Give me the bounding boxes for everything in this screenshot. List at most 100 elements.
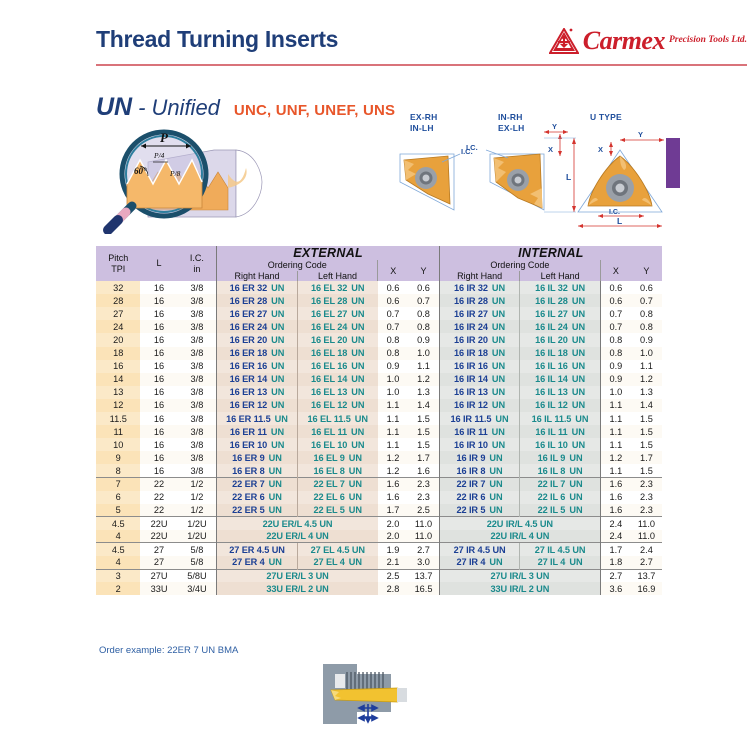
header-int-right-hand: Right Hand (438, 270, 520, 282)
cell-pitch-tpi: 32 (96, 281, 141, 295)
svg-text:L: L (617, 216, 622, 226)
cell-length: 16 (140, 451, 178, 465)
cell-inscribed-circle: 1/2 (177, 503, 218, 517)
cell-internal-right-hand-code: 16 IR 18 UN (438, 346, 520, 360)
cell-pitch-tpi: 10 (96, 438, 141, 452)
table-header-row-1: Pitch TPI L I.C. in EXTERNAL INTERNAL (96, 246, 662, 282)
cell-external-left-hand-code: 22 EL 6 UN (296, 490, 378, 504)
cell-internal-left-hand-code: 27 IL 4.5 UN (519, 542, 601, 557)
svg-text:P/4: P/4 (153, 151, 165, 160)
cell-internal-y: 1.3 (630, 385, 662, 399)
cell-length: 22U (140, 516, 178, 530)
cell-external-y: 0.8 (408, 307, 440, 321)
cell-external-x: 1.6 (377, 476, 409, 491)
cell-external-left-hand-code: 16 EL 16 UN (296, 359, 378, 373)
table-row: 18 16 3/8 16 ER 18 UN 16 EL 18 UN 0.8 1.0 16 IR 1… (96, 346, 662, 360)
cell-internal-y: 2.3 (630, 490, 662, 504)
cell-length: 27 (140, 542, 178, 557)
cell-internal-y: 0.6 (630, 281, 662, 295)
cell-internal-right-hand-code: 16 IR 10 UN (438, 438, 520, 452)
cell-internal-x: 0.7 (599, 320, 631, 334)
cell-internal-y: 2.3 (630, 503, 662, 517)
svg-text:I.C.: I.C. (466, 143, 478, 152)
cell-external-x: 0.7 (377, 307, 409, 321)
cell-internal-left-hand-code: 16 IL 24 UN (519, 320, 601, 334)
cell-internal-code-span: 27U IR/L 3 UN (438, 568, 601, 583)
thread-profile-illustration: P P/4 P/8 60° (96, 122, 311, 235)
table-row: 9 16 3/8 16 ER 9 UN 16 EL 9 UN 1.2 1.7 16 IR 9 UN 1… (96, 451, 662, 465)
insert-diagram-u-type: Y X I.C. L (577, 130, 664, 228)
cell-external-right-hand-code: 16 ER 10 UN (216, 438, 298, 452)
cell-external-y: 3.0 (408, 556, 440, 570)
cell-internal-left-hand-code: 16 IL 10 UN (519, 438, 601, 452)
cell-external-right-hand-code: 16 ER 32 UN (216, 281, 298, 295)
cell-length: 16 (140, 333, 178, 347)
cell-length: 16 (140, 359, 178, 373)
table-row: 20 16 3/8 16 ER 20 UN 16 EL 20 UN 0.8 0.9 16 IR 2… (96, 333, 662, 347)
subtitle-dash: - (138, 95, 146, 120)
cell-external-left-hand-code: 16 EL 9 UN (296, 451, 378, 465)
cell-external-right-hand-code: 16 ER 8 UN (216, 464, 298, 478)
cell-external-right-hand-code: 27 ER 4 UN (216, 556, 298, 570)
cell-external-code-span: 22U ER/L 4.5 UN (216, 516, 378, 530)
cell-external-x: 1.1 (377, 398, 409, 412)
cell-internal-x: 0.8 (599, 346, 631, 360)
cell-internal-left-hand-code: 16 IL 11.5 UN (519, 412, 601, 426)
header-external: EXTERNAL (216, 246, 440, 261)
insert-spec-table: Pitch TPI L I.C. in EXTERNAL INTERNAL Or… (96, 246, 662, 596)
svg-text:X: X (598, 145, 603, 154)
cell-inscribed-circle: 3/8 (177, 281, 218, 295)
cell-external-x: 1.9 (377, 542, 409, 557)
cell-external-right-hand-code: 16 ER 27 UN (216, 307, 298, 321)
cell-external-right-hand-code: 22 ER 7 UN (216, 476, 298, 491)
cell-internal-right-hand-code: 16 IR 32 UN (438, 281, 520, 295)
cell-pitch-tpi: 5 (96, 503, 141, 517)
cell-external-y: 0.9 (408, 333, 440, 347)
cell-external-x: 0.8 (377, 333, 409, 347)
cell-inscribed-circle: 5/8 (177, 542, 218, 557)
svg-text:P: P (160, 130, 169, 145)
table-row: 6 22 1/2 22 ER 6 UN 22 EL 6 UN 1.6 2.3 22 IR 6 UN 2… (96, 490, 662, 504)
cell-external-left-hand-code: 22 EL 5 UN (296, 503, 378, 517)
cell-external-left-hand-code: 16 EL 11 UN (296, 425, 378, 439)
cell-external-y: 2.7 (408, 542, 440, 557)
table-header-row-2: Ordering Code X Y Ordering Code X Y (96, 260, 662, 282)
cell-inscribed-circle: 3/8 (177, 412, 218, 426)
cell-external-y: 1.7 (408, 451, 440, 465)
cell-external-y: 1.1 (408, 359, 440, 373)
table-row: 11.5 16 3/8 16 ER 11.5 UN 16 EL 11.5 UN 1.1 1.5 1… (96, 412, 662, 426)
cell-internal-left-hand-code: 16 IL 11 UN (519, 425, 601, 439)
cell-internal-y: 11.0 (630, 516, 662, 530)
cell-internal-y: 1.5 (630, 464, 662, 478)
cell-external-x: 1.0 (377, 385, 409, 399)
cell-pitch-tpi: 13 (96, 385, 141, 399)
cell-external-right-hand-code: 22 ER 6 UN (216, 490, 298, 504)
svg-text:I.C.: I.C. (609, 209, 620, 216)
svg-text:P/8: P/8 (169, 169, 181, 178)
table-row: 4.5 22U 1/2U 22U ER/L 4.5 UN 2.0 11.0 22U IR/L… (96, 516, 662, 530)
header-l: L (140, 246, 178, 282)
cell-external-x: 0.6 (377, 281, 409, 295)
table-row: 8 16 3/8 16 ER 8 UN 16 EL 8 UN 1.2 1.6 16 IR 8 UN 1… (96, 464, 662, 478)
cell-internal-x: 1.1 (599, 464, 631, 478)
table-row: 12 16 3/8 16 ER 12 UN 16 EL 12 UN 1.1 1.4 16 IR 1… (96, 398, 662, 412)
cell-inscribed-circle: 3/8 (177, 294, 218, 308)
cell-external-right-hand-code: 16 ER 14 UN (216, 372, 298, 386)
cell-internal-right-hand-code: 16 IR 11.5 UN (438, 412, 520, 426)
header-divider (96, 64, 747, 66)
table-row: 13 16 3/8 16 ER 13 UN 16 EL 13 UN 1.0 1.3 16 IR 1… (96, 385, 662, 399)
cell-internal-code-span: 33U IR/L 2 UN (438, 582, 601, 596)
cell-internal-y: 2.3 (630, 476, 662, 491)
cell-external-y: 1.0 (408, 346, 440, 360)
cell-inscribed-circle: 1/2U (177, 529, 218, 543)
cell-internal-right-hand-code: 16 IR 12 UN (438, 398, 520, 412)
cell-external-x: 0.7 (377, 320, 409, 334)
cell-length: 16 (140, 294, 178, 308)
cell-pitch-tpi: 4 (96, 529, 141, 543)
cell-internal-left-hand-code: 16 IL 12 UN (519, 398, 601, 412)
diagram-label-in-rh-line1: IN-RH (498, 112, 523, 122)
cell-external-y: 2.3 (408, 476, 440, 491)
diagram-label-in-rh-line2: EX-LH (498, 123, 525, 133)
cell-internal-x: 1.6 (599, 490, 631, 504)
insert-diagram-in-rh: I.C. Y X L (466, 122, 576, 213)
